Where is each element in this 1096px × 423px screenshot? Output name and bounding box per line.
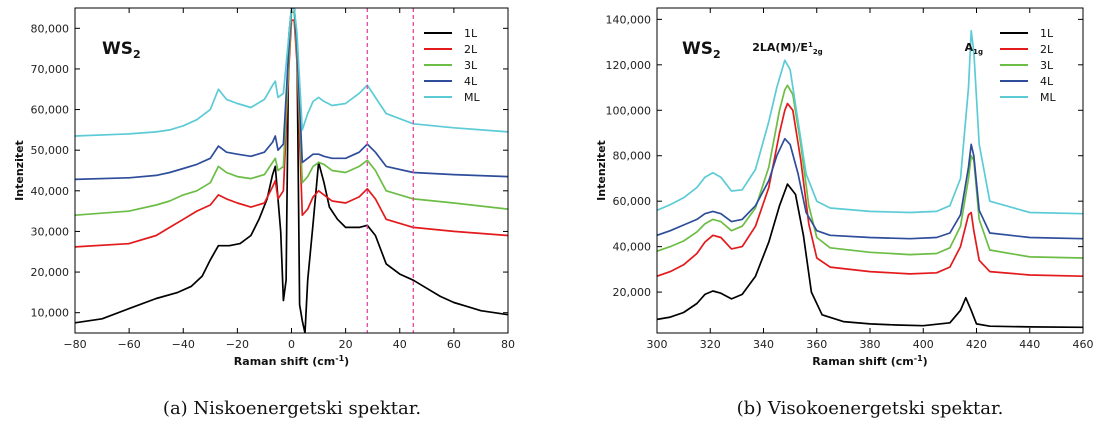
x-tick-label: −60 — [118, 338, 141, 351]
y-tick-label: 40,000 — [31, 185, 70, 198]
figure-caption: (a) Niskoenergetski spektar. — [163, 398, 421, 419]
x-axis-label: Raman shift (cm-1) — [234, 354, 349, 368]
legend-label: 2L — [464, 43, 478, 56]
legend-label: 3L — [464, 59, 478, 72]
y-axis-label: Intenzitet — [595, 140, 608, 201]
x-tick-label: 60 — [447, 338, 461, 351]
chart-title: WS2 — [682, 39, 721, 61]
x-tick-label: 360 — [806, 338, 827, 351]
y-tick-label: 100,000 — [606, 104, 652, 117]
x-tick-label: 420 — [966, 338, 987, 351]
y-tick-label: 80,000 — [31, 22, 70, 35]
legend-label: 1L — [464, 27, 478, 40]
panel-b-high-energy-chart: 300 320 340 360 380 400 420 440 460 20,000 40,000 6… — [595, 7, 1094, 419]
series-line-2l — [657, 102, 1083, 278]
series-line-3l — [75, 11, 508, 217]
legend-label: 1L — [1040, 27, 1054, 40]
legend-label: 4L — [1040, 75, 1054, 88]
y-axis-label: Intenzitet — [13, 140, 26, 201]
y-tick-label: 60,000 — [31, 104, 70, 117]
x-tick-label: 460 — [1073, 338, 1094, 351]
legend-label: ML — [1040, 91, 1056, 104]
y-tick-label: 40,000 — [613, 241, 652, 254]
peak-annotation: A1g — [965, 41, 983, 56]
y-tick-label: 20,000 — [31, 266, 70, 279]
x-tick-label: 40 — [393, 338, 407, 351]
y-tick-label: 120,000 — [606, 59, 652, 72]
series-line-ml — [657, 29, 1083, 215]
legend-label: ML — [464, 91, 480, 104]
x-tick-label: 320 — [700, 338, 721, 351]
chart-title: WS2 — [102, 39, 141, 61]
y-tick-label: 140,000 — [606, 13, 652, 26]
series-line-4l — [657, 137, 1083, 240]
y-tick-label: 20,000 — [613, 286, 652, 299]
x-tick-label: 400 — [913, 338, 934, 351]
series-line-1l — [657, 183, 1083, 329]
y-tick-label: 80,000 — [613, 150, 652, 163]
series-line-ml — [75, 8, 508, 137]
x-tick-label: 440 — [1019, 338, 1040, 351]
legend: 1L 2L 3L 4L ML — [424, 27, 480, 104]
figure-caption: (b) Visokoenergetski spektar. — [737, 398, 1004, 419]
x-tick-label: 300 — [647, 338, 668, 351]
y-tick-label: 60,000 — [613, 195, 652, 208]
y-tick-label: 50,000 — [31, 144, 70, 157]
plot-frame — [656, 7, 1084, 334]
x-axis-label: Raman shift (cm-1) — [812, 354, 927, 368]
x-tick-label: −40 — [172, 338, 195, 351]
legend-label: 3L — [1040, 59, 1054, 72]
x-tick-label: −20 — [226, 338, 249, 351]
y-tick-label: 70,000 — [31, 63, 70, 76]
series-line-3l — [657, 84, 1083, 259]
legend: 1L 2L 3L 4L ML — [1000, 27, 1056, 104]
x-tick-label: 380 — [860, 338, 881, 351]
x-tick-label: 20 — [339, 338, 353, 351]
y-tick-label: 10,000 — [31, 307, 70, 320]
legend-label: 4L — [464, 75, 478, 88]
y-tick-label: 30,000 — [31, 225, 70, 238]
panel-a-low-energy-chart: −80 −60 −40 −20 0 20 40 60 80 10,000 20,000 30,000 4… — [13, 7, 515, 419]
x-tick-label: 340 — [753, 338, 774, 351]
x-tick-label: 80 — [501, 338, 515, 351]
x-tick-label: −80 — [63, 338, 86, 351]
x-tick-label: 0 — [288, 338, 295, 351]
peak-annotation: 2LA(M)/E12g — [752, 41, 822, 56]
legend-label: 2L — [1040, 43, 1054, 56]
